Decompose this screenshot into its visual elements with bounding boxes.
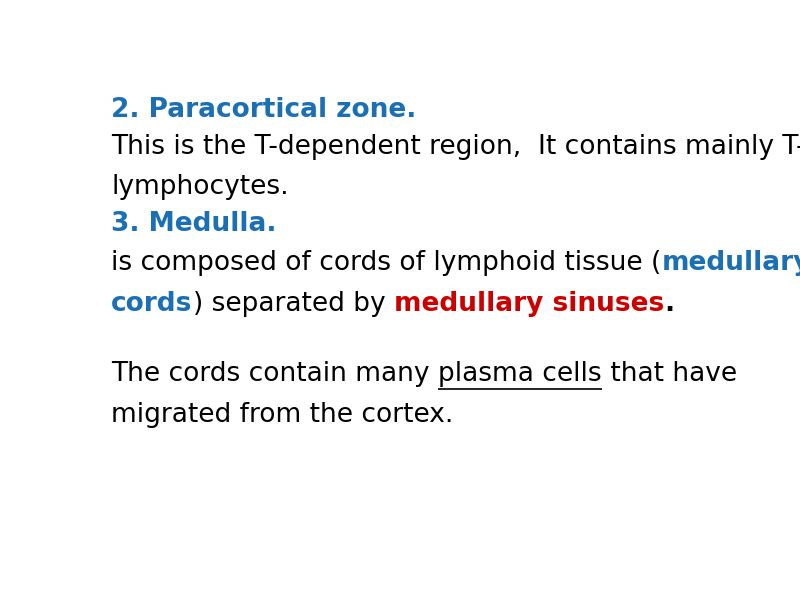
Text: medullary: medullary — [662, 250, 800, 276]
Text: cords: cords — [111, 292, 193, 317]
Text: .: . — [664, 292, 674, 317]
Text: that have: that have — [602, 361, 737, 387]
Text: This is the T-dependent region,  It contains mainly T-: This is the T-dependent region, It conta… — [111, 134, 800, 160]
Text: The cords contain many: The cords contain many — [111, 361, 438, 387]
Text: is composed of cords of lymphoid tissue (: is composed of cords of lymphoid tissue … — [111, 250, 662, 276]
Text: lymphocytes.: lymphocytes. — [111, 173, 289, 200]
Text: 3. Medulla.: 3. Medulla. — [111, 211, 277, 236]
Text: ) separated by: ) separated by — [193, 292, 394, 317]
Text: 2. Paracortical zone.: 2. Paracortical zone. — [111, 97, 417, 124]
Text: medullary sinuses: medullary sinuses — [394, 292, 664, 317]
Text: migrated from the cortex.: migrated from the cortex. — [111, 403, 454, 428]
Text: plasma cells: plasma cells — [438, 361, 602, 387]
